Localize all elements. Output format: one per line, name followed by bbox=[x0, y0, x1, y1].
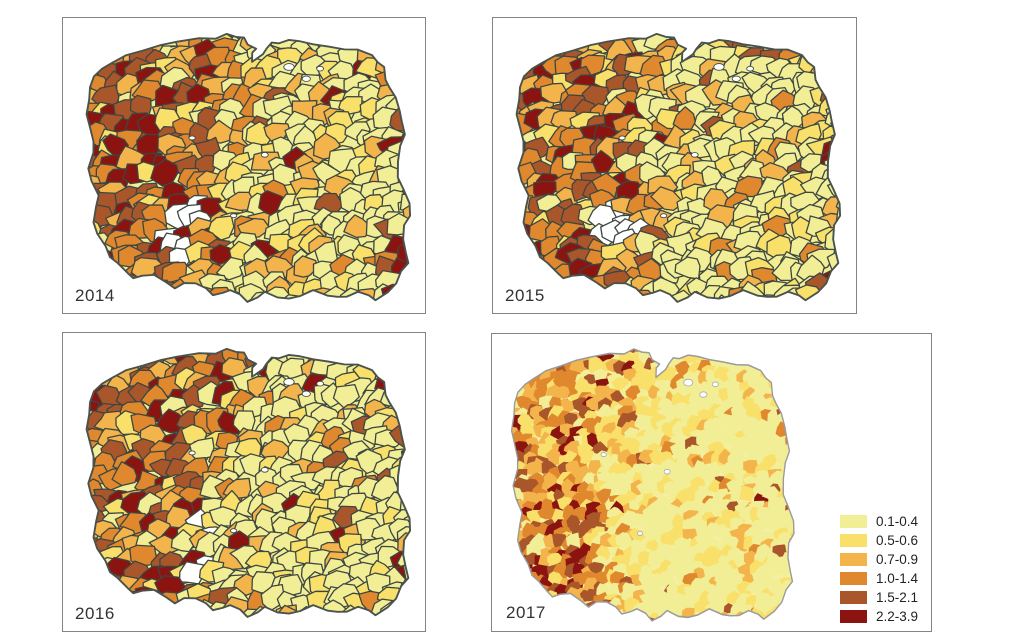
poland-choropleth-map-4 bbox=[510, 348, 795, 622]
legend-label: 1.0-1.4 bbox=[876, 571, 919, 586]
legend-label: 0.1-0.4 bbox=[876, 514, 919, 529]
legend-swatch bbox=[840, 515, 867, 528]
year-label: 2014 bbox=[75, 286, 115, 305]
map-panel-4: 2017 0.1-0.4 0.5-0.6 0.7-0.9 1.0-1.4 1.5… bbox=[491, 333, 932, 632]
legend-label: 0.5-0.6 bbox=[876, 533, 919, 548]
poland-choropleth-map-1 bbox=[85, 32, 412, 303]
legend-label: 0.7-0.9 bbox=[876, 552, 919, 567]
poland-choropleth-map-3 bbox=[85, 347, 412, 618]
legend-label: 1.5-2.1 bbox=[876, 590, 919, 605]
legend-item: 1.5-2.1 bbox=[840, 591, 918, 604]
map-panel-1: 2014 bbox=[62, 17, 426, 314]
legend-item: 1.0-1.4 bbox=[840, 572, 918, 585]
legend-item: 0.1-0.4 bbox=[840, 515, 918, 528]
legend-swatch bbox=[840, 610, 867, 623]
legend-item: 0.7-0.9 bbox=[840, 553, 918, 566]
year-label: 2016 bbox=[75, 604, 115, 623]
map-panel-3: 2016 bbox=[62, 332, 426, 632]
year-label: 2017 bbox=[506, 603, 546, 622]
map-panel-2: 2015 bbox=[492, 17, 857, 314]
year-label: 2015 bbox=[505, 286, 545, 305]
legend-swatch bbox=[840, 534, 867, 547]
legend-swatch bbox=[840, 553, 867, 566]
legend-item: 0.5-0.6 bbox=[840, 534, 918, 547]
legend-swatch bbox=[840, 591, 867, 604]
legend-item: 2.2-3.9 bbox=[840, 610, 918, 623]
legend-swatch bbox=[840, 572, 867, 585]
legend: 0.1-0.4 0.5-0.6 0.7-0.9 1.0-1.4 1.5-2.1 … bbox=[840, 515, 918, 623]
poland-choropleth-map-2 bbox=[515, 32, 842, 303]
legend-label: 2.2-3.9 bbox=[876, 609, 919, 624]
